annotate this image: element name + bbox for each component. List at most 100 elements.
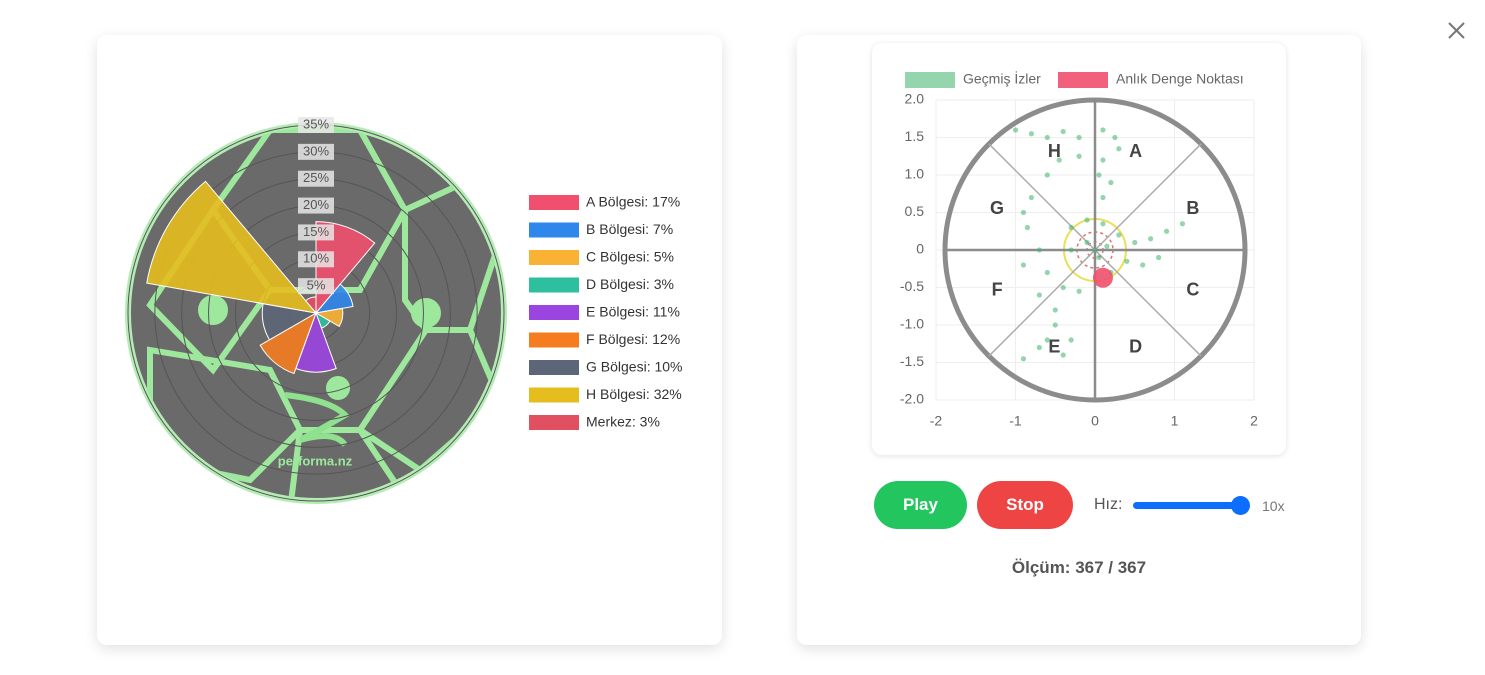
legend-swatch <box>529 415 579 430</box>
trace-point <box>1100 157 1106 163</box>
trace-point <box>1108 179 1114 186</box>
y-tick-label: -2.0 <box>900 391 924 407</box>
y-tick-label: 0 <box>916 241 924 257</box>
trace-point <box>1100 127 1106 133</box>
zone-label: H <box>1048 141 1061 161</box>
trace-point <box>1044 134 1050 141</box>
trace-point <box>1068 247 1074 253</box>
y-tick-label: 2.0 <box>905 91 925 107</box>
trace-point <box>1060 352 1066 358</box>
r-tick-label: 25% <box>303 170 329 185</box>
y-tick-label: 0.5 <box>905 203 925 219</box>
trace-point <box>1028 131 1034 137</box>
trace-point <box>1044 172 1050 178</box>
r-tick-label: 5% <box>307 278 326 293</box>
zone-divider <box>1094 249 1202 357</box>
trace-point <box>1068 337 1074 343</box>
polar-wedge <box>314 307 344 328</box>
trace-point <box>1104 243 1110 249</box>
play-button[interactable]: Play <box>874 481 967 529</box>
trace-point <box>1052 307 1058 313</box>
r-tick-label: 10% <box>303 251 329 266</box>
close-icon[interactable] <box>1448 22 1465 39</box>
trace-point <box>1012 127 1019 133</box>
tick-label-bg <box>298 143 334 160</box>
y-tick-label: 1.0 <box>905 166 925 182</box>
zone-label: F <box>992 279 1003 299</box>
x-tick-label: 1 <box>1171 413 1179 429</box>
zone-label: D <box>1129 337 1142 357</box>
trace-point <box>1036 247 1042 253</box>
trace-point <box>1020 356 1027 362</box>
x-tick-label: -2 <box>930 413 943 429</box>
trace-point <box>1163 228 1170 234</box>
tick-label-bg <box>298 224 334 241</box>
legend-label: F Bölgesi: 12% <box>586 331 680 347</box>
trace-point <box>1024 224 1031 231</box>
legend-label: D Bölgesi: 3% <box>586 276 674 292</box>
speed-slider[interactable] <box>1133 496 1250 515</box>
trace-point <box>1020 262 1027 268</box>
legend-label: B Bölgesi: 7% <box>586 221 673 237</box>
trace-point <box>1084 217 1090 223</box>
x-tick-label: 0 <box>1091 413 1099 429</box>
legend-swatch <box>529 277 579 293</box>
zone-label: G <box>990 198 1004 218</box>
legend-label: Merkez: 3% <box>586 414 660 430</box>
zone-divider <box>988 143 1096 251</box>
legend-label: Geçmiş İzler <box>963 70 1041 87</box>
legend-swatch <box>529 387 579 403</box>
speed-label: Hız: <box>1094 496 1123 513</box>
r-tick-label: 20% <box>303 197 329 212</box>
tick-label-bg <box>298 170 334 187</box>
trace-point <box>1132 239 1138 246</box>
y-tick-label: -1.5 <box>900 353 924 369</box>
tick-label-bg <box>298 251 334 268</box>
x-tick-label: -1 <box>1009 413 1022 429</box>
legend-label: C Bölgesi: 5% <box>586 249 674 265</box>
y-tick-label: -0.5 <box>900 278 924 294</box>
trace-point <box>1020 209 1027 216</box>
y-tick-label: -1.0 <box>900 316 924 332</box>
current-point <box>1092 267 1113 288</box>
trace-point <box>1056 157 1062 163</box>
trace-point <box>1140 262 1146 268</box>
trace-point <box>1156 254 1162 261</box>
trace-point <box>1036 292 1042 298</box>
slider-thumb[interactable] <box>1231 496 1250 515</box>
trace-point <box>1116 146 1122 152</box>
zone-label: A <box>1129 141 1142 161</box>
trace-point <box>1076 134 1082 141</box>
trace-point <box>1112 134 1118 141</box>
trace-point <box>1100 194 1106 201</box>
r-tick-label: 15% <box>303 224 329 239</box>
zone-label: E <box>1048 337 1060 357</box>
legend-label: Anlık Denge Noktası <box>1116 71 1244 87</box>
legend-swatch <box>529 195 579 210</box>
zone-label: B <box>1186 198 1199 218</box>
x-tick-label: 2 <box>1250 413 1258 429</box>
y-tick-label: 1.5 <box>905 128 925 144</box>
legend-label: E Bölgesi: 11% <box>586 304 680 320</box>
legend-swatch <box>529 222 579 238</box>
trace-point <box>1124 258 1130 264</box>
tick-label-bg <box>298 197 334 214</box>
trace-point <box>1084 239 1090 246</box>
polar-wedge <box>146 180 318 314</box>
trace-point <box>1100 221 1106 227</box>
zone-divider <box>988 249 1096 357</box>
trace-point <box>1116 232 1122 238</box>
legend-swatch <box>529 250 579 265</box>
trace-point <box>1060 284 1066 291</box>
legend-swatch <box>905 72 955 88</box>
trace-point <box>1076 288 1082 294</box>
logo-text: performa.nz <box>278 453 353 468</box>
legend-swatch <box>529 305 579 320</box>
trace-point <box>1068 224 1074 231</box>
stop-button[interactable]: Stop <box>977 481 1073 529</box>
polar-wedge <box>314 283 354 314</box>
zone-label: C <box>1186 279 1199 299</box>
speed-value: 10x <box>1262 498 1285 514</box>
